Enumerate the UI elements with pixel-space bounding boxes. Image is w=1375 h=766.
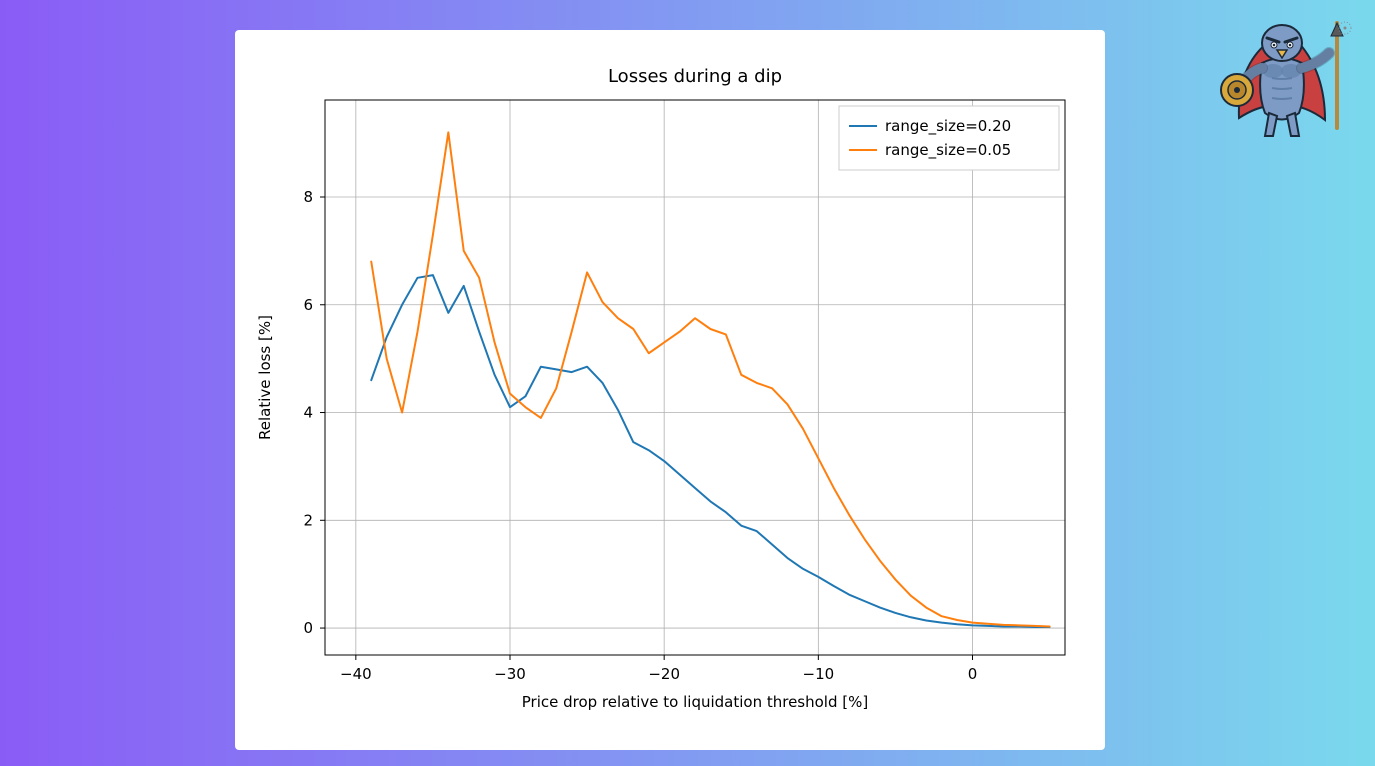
y-tick-label: 4: [303, 404, 313, 422]
x-tick-label: 0: [968, 665, 978, 683]
y-tick-label: 0: [303, 619, 313, 637]
x-tick-label: −30: [494, 665, 526, 683]
mascot-svg: [1207, 8, 1357, 148]
plot-area: [325, 100, 1065, 655]
page-root: −40 −30 −20 −10 0 0 2 4 6 8 Losses during a dip Pri…: [0, 0, 1375, 766]
y-tick-label: 8: [303, 188, 313, 206]
chart-svg: −40 −30 −20 −10 0 0 2 4 6 8 Losses during a dip Pri…: [235, 30, 1105, 750]
x-axis-label: Price drop relative to liquidation thres…: [522, 693, 868, 711]
x-tick-label: −10: [803, 665, 835, 683]
y-tick-label: 2: [303, 511, 313, 529]
mascot-warrior-icon: [1207, 8, 1357, 148]
legend-item-label: range_size=0.05: [885, 141, 1011, 160]
chart-title: Losses during a dip: [608, 66, 782, 87]
x-tick-label: −40: [340, 665, 372, 683]
legend: range_size=0.20 range_size=0.05: [839, 106, 1059, 170]
y-axis-label: Relative loss [%]: [256, 315, 274, 440]
y-tick-label: 6: [303, 296, 313, 314]
x-tick-label: −20: [648, 665, 680, 683]
chart-card: −40 −30 −20 −10 0 0 2 4 6 8 Losses during a dip Pri…: [235, 30, 1105, 750]
legend-item-label: range_size=0.20: [885, 117, 1011, 136]
